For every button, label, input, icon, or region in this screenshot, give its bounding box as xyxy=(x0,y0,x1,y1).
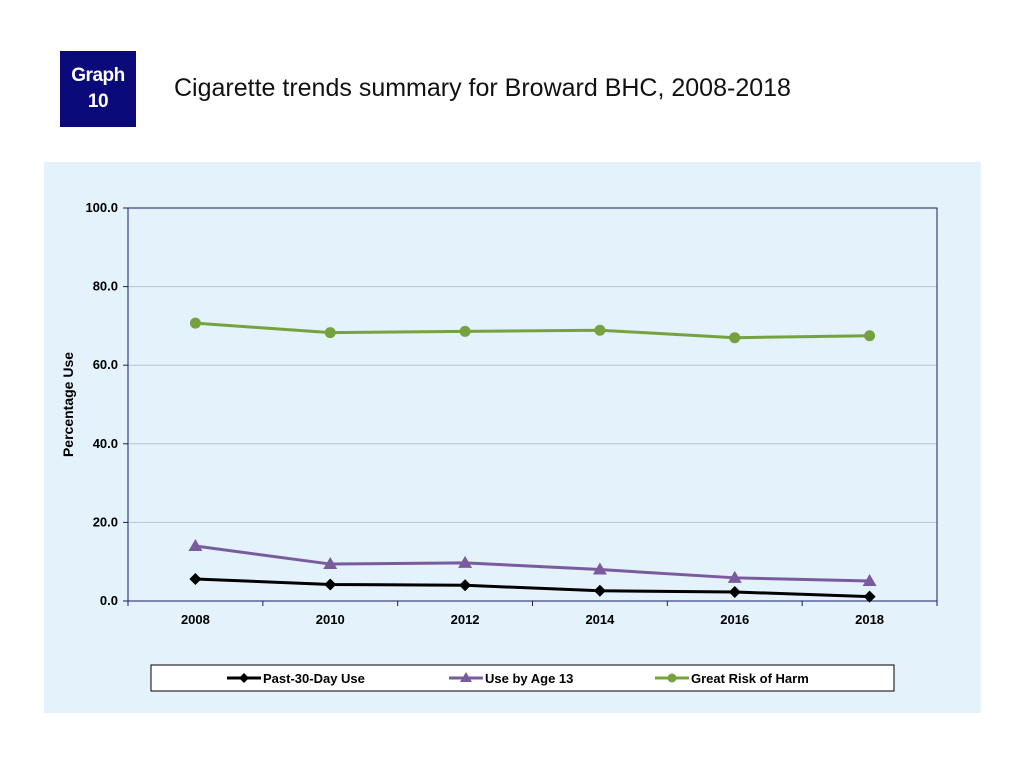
grid-lines xyxy=(128,286,937,523)
badge-label: Graph xyxy=(71,65,125,86)
data-point xyxy=(592,562,607,575)
plot-frame xyxy=(127,207,938,602)
data-point xyxy=(864,330,876,342)
legend-swatch-marker xyxy=(239,673,249,683)
series-line xyxy=(195,321,870,340)
series-past-30-day-use xyxy=(189,572,876,603)
data-point xyxy=(323,557,338,570)
data-point xyxy=(862,573,877,586)
y-axis: 0.0 20.0 40.0 60.0 80.0 100.0 xyxy=(85,200,128,608)
data-point xyxy=(729,332,741,344)
data-point xyxy=(188,538,203,551)
data-point xyxy=(189,572,202,585)
data-point xyxy=(863,590,876,603)
data-point xyxy=(324,578,337,591)
graph-number-badge: Graph 10 xyxy=(60,51,136,127)
legend-item: Past-30-Day Use xyxy=(227,671,365,686)
y-tick-label: 80.0 xyxy=(93,279,118,294)
x-axis: 2008 2010 2012 2014 2016 2018 xyxy=(127,601,938,627)
data-point xyxy=(593,584,606,597)
data-point xyxy=(458,555,473,568)
data-point xyxy=(728,585,741,598)
legend-label: Use by Age 13 xyxy=(485,671,573,686)
y-tick-label: 100.0 xyxy=(85,200,118,215)
data-point xyxy=(324,327,336,339)
data-point xyxy=(459,579,472,592)
data-point xyxy=(189,317,201,329)
series-line xyxy=(195,544,870,583)
legend-item: Use by Age 13 xyxy=(449,671,573,686)
x-tick-label: 2016 xyxy=(720,612,749,627)
legend-swatch-marker xyxy=(667,673,677,683)
y-tick-label: 0.0 xyxy=(100,593,118,608)
x-tick-label: 2014 xyxy=(585,612,615,627)
legend-box xyxy=(150,664,895,692)
chart-area: 0.0 20.0 40.0 60.0 80.0 100.0 2008 2010 2012 201… xyxy=(44,162,981,713)
x-tick-label: 2010 xyxy=(316,612,345,627)
legend: Past-30-Day Use Use by Age 13 Great Risk o… xyxy=(150,664,895,692)
line-chart: 0.0 20.0 40.0 60.0 80.0 100.0 2008 2010 2012 201… xyxy=(60,200,938,692)
legend-label: Past-30-Day Use xyxy=(263,671,365,686)
data-point xyxy=(727,570,742,583)
x-tick-label: 2008 xyxy=(181,612,210,627)
series-line xyxy=(195,577,870,599)
page-title: Cigarette trends summary for Broward BHC… xyxy=(174,74,791,102)
data-point xyxy=(459,325,471,337)
series-group xyxy=(188,317,877,603)
y-tick-label: 40.0 xyxy=(93,436,118,451)
legend-swatch-marker xyxy=(460,672,472,682)
legend-label: Great Risk of Harm xyxy=(691,671,809,686)
x-tick-label: 2012 xyxy=(451,612,480,627)
x-tick-label: 2018 xyxy=(855,612,884,627)
legend-item: Great Risk of Harm xyxy=(655,671,809,686)
y-tick-label: 60.0 xyxy=(93,357,118,372)
badge-number: 10 xyxy=(87,91,109,112)
y-axis-title: Percentage Use xyxy=(60,352,76,457)
series-great-risk-of-harm xyxy=(189,317,876,344)
data-point xyxy=(594,324,606,336)
series-use-by-age-13 xyxy=(188,538,877,586)
y-tick-label: 20.0 xyxy=(93,514,118,529)
